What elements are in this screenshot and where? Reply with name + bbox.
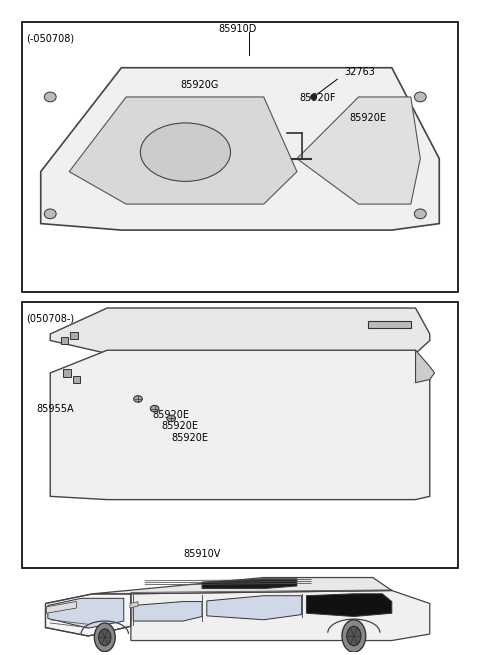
Ellipse shape — [414, 209, 426, 219]
Polygon shape — [131, 591, 430, 641]
Bar — [72, 375, 80, 383]
Circle shape — [95, 623, 115, 652]
Polygon shape — [207, 595, 301, 620]
Text: 85920F: 85920F — [300, 92, 336, 103]
Bar — [22, 301, 458, 568]
Text: 32763: 32763 — [344, 67, 375, 77]
Polygon shape — [133, 601, 202, 621]
Text: (-050708): (-050708) — [26, 34, 74, 44]
Ellipse shape — [134, 396, 142, 402]
Ellipse shape — [311, 94, 316, 100]
Text: 85920E: 85920E — [171, 433, 208, 443]
Polygon shape — [306, 594, 392, 616]
Text: 85910D: 85910D — [219, 24, 257, 34]
Polygon shape — [69, 97, 297, 204]
Ellipse shape — [44, 92, 56, 102]
Bar — [63, 369, 71, 377]
Polygon shape — [50, 308, 430, 354]
Ellipse shape — [44, 209, 56, 219]
Text: 85920E: 85920E — [162, 421, 199, 431]
Ellipse shape — [150, 405, 159, 412]
Text: 85910V: 85910V — [183, 548, 221, 559]
Polygon shape — [93, 578, 392, 594]
Ellipse shape — [414, 92, 426, 102]
Polygon shape — [297, 97, 420, 204]
Text: 85920E: 85920E — [349, 113, 386, 123]
Polygon shape — [41, 67, 439, 230]
Circle shape — [342, 620, 366, 652]
Text: 85955A: 85955A — [36, 403, 73, 414]
Polygon shape — [202, 579, 297, 589]
Polygon shape — [130, 601, 138, 608]
Bar — [60, 337, 68, 344]
Text: 85920E: 85920E — [152, 410, 189, 420]
Circle shape — [347, 626, 361, 646]
Ellipse shape — [167, 415, 176, 422]
Polygon shape — [48, 598, 124, 628]
Text: (050708-): (050708-) — [26, 313, 74, 323]
Polygon shape — [50, 350, 430, 500]
Ellipse shape — [140, 123, 230, 181]
Circle shape — [98, 629, 111, 646]
Bar — [22, 22, 458, 291]
Text: 85920G: 85920G — [180, 80, 219, 90]
Polygon shape — [47, 601, 76, 613]
Bar — [70, 332, 78, 339]
Polygon shape — [46, 594, 131, 636]
Polygon shape — [368, 321, 411, 328]
Polygon shape — [416, 350, 434, 383]
